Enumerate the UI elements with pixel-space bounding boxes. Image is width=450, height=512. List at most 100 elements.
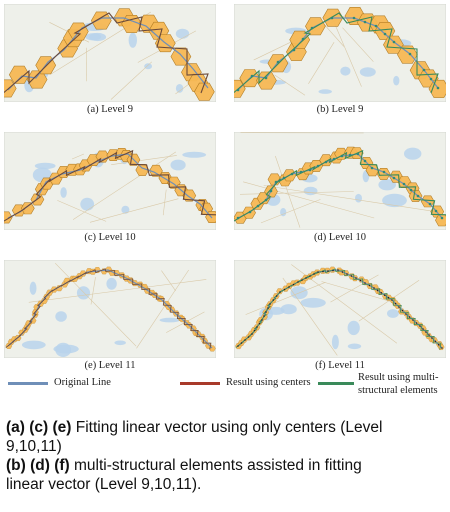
structural-point xyxy=(408,52,412,56)
structural-point xyxy=(308,168,312,172)
structural-point xyxy=(434,209,438,213)
structural-point xyxy=(290,172,294,176)
structural-point xyxy=(337,269,339,271)
structural-point xyxy=(387,296,390,299)
caption-a: (a) Level 9 xyxy=(86,104,134,115)
structural-point xyxy=(313,273,315,275)
structural-point xyxy=(327,270,329,272)
lake-shape xyxy=(347,343,362,350)
structural-point xyxy=(363,20,367,24)
structural-point xyxy=(428,334,430,336)
structural-point xyxy=(292,48,296,52)
lake-shape xyxy=(128,32,137,48)
lake-shape xyxy=(170,159,186,171)
panel-f xyxy=(234,260,446,358)
structural-point xyxy=(409,188,413,192)
structural-point xyxy=(384,294,386,296)
structural-point xyxy=(364,282,366,284)
lake-shape xyxy=(21,340,46,350)
structural-point xyxy=(258,322,261,325)
structural-point xyxy=(299,170,303,174)
structural-point xyxy=(401,309,404,312)
structural-point xyxy=(253,329,256,332)
hex-cell xyxy=(408,190,423,202)
panel-d xyxy=(234,132,446,230)
structural-point xyxy=(341,271,344,273)
lake-shape xyxy=(359,67,376,77)
road-line xyxy=(275,155,301,228)
hex-cell xyxy=(256,71,277,90)
structural-point xyxy=(422,328,424,330)
structural-point xyxy=(305,277,307,279)
hex-cell xyxy=(289,30,311,49)
caption-d: (d) Level 10 xyxy=(314,232,366,243)
road-line xyxy=(161,270,176,292)
caption-b: (b) Level 9 xyxy=(316,104,364,115)
structural-point xyxy=(382,170,386,174)
structural-point xyxy=(236,216,240,220)
structural-point xyxy=(236,88,240,92)
structural-point xyxy=(332,269,334,272)
desc-line3-bold: (b) (d) (f) xyxy=(6,457,70,474)
lake-shape xyxy=(29,281,37,295)
map-background xyxy=(234,132,446,230)
road-line xyxy=(321,281,391,302)
structural-point xyxy=(317,271,319,273)
structural-point xyxy=(248,210,252,214)
structural-point xyxy=(316,164,320,168)
structural-point xyxy=(301,37,305,41)
structural-point xyxy=(309,275,311,277)
structural-point xyxy=(292,283,295,286)
structural-point xyxy=(416,194,420,198)
structural-point xyxy=(402,182,406,186)
caption-f: (f) Level 11 xyxy=(315,360,365,371)
structural-point xyxy=(301,279,303,281)
map-a xyxy=(4,4,216,102)
road-line xyxy=(342,27,374,62)
structural-point xyxy=(394,302,397,305)
road-line xyxy=(57,200,107,222)
lake-shape xyxy=(121,205,130,214)
lake-shape xyxy=(55,311,67,322)
caption-e: (e) Level 11 xyxy=(84,360,136,371)
structural-point xyxy=(324,160,328,164)
legend-centers-label: Result using centers xyxy=(226,377,311,388)
lake-shape xyxy=(76,286,91,300)
structural-point xyxy=(256,326,258,328)
lake-shape xyxy=(182,151,207,158)
result-centers-line xyxy=(5,268,212,350)
road-line xyxy=(54,262,137,347)
road-line xyxy=(245,282,326,315)
structural-point xyxy=(340,154,344,158)
structural-point xyxy=(441,347,443,349)
structural-point xyxy=(267,307,269,309)
road-line xyxy=(308,42,335,84)
lake-shape xyxy=(89,32,107,42)
structural-point xyxy=(264,76,268,80)
structural-point xyxy=(283,288,286,291)
lake-shape xyxy=(280,304,297,315)
lake-shape xyxy=(280,208,287,217)
desc-line1-bold: (a) (c) (e) xyxy=(6,419,72,436)
structural-point xyxy=(392,40,396,44)
road-line xyxy=(330,274,379,303)
structural-point xyxy=(276,60,280,64)
structural-point xyxy=(405,313,407,315)
hex-cell xyxy=(90,11,112,30)
structural-point xyxy=(408,316,411,318)
structural-point xyxy=(437,343,440,346)
road-line xyxy=(89,198,179,223)
legend-centers-swatch xyxy=(180,382,220,385)
result-multi-line xyxy=(234,149,446,222)
road-line xyxy=(90,277,96,305)
desc-line3-text: multi-structural elements assisted in fi… xyxy=(69,457,362,474)
hex-cell xyxy=(8,65,30,84)
structural-point xyxy=(419,325,421,327)
structural-point xyxy=(288,286,290,288)
road-line xyxy=(72,151,177,220)
structural-point xyxy=(240,342,243,344)
structural-point xyxy=(269,189,273,193)
hex-cell xyxy=(276,288,283,295)
original-line xyxy=(7,269,213,349)
structural-point xyxy=(297,281,299,283)
